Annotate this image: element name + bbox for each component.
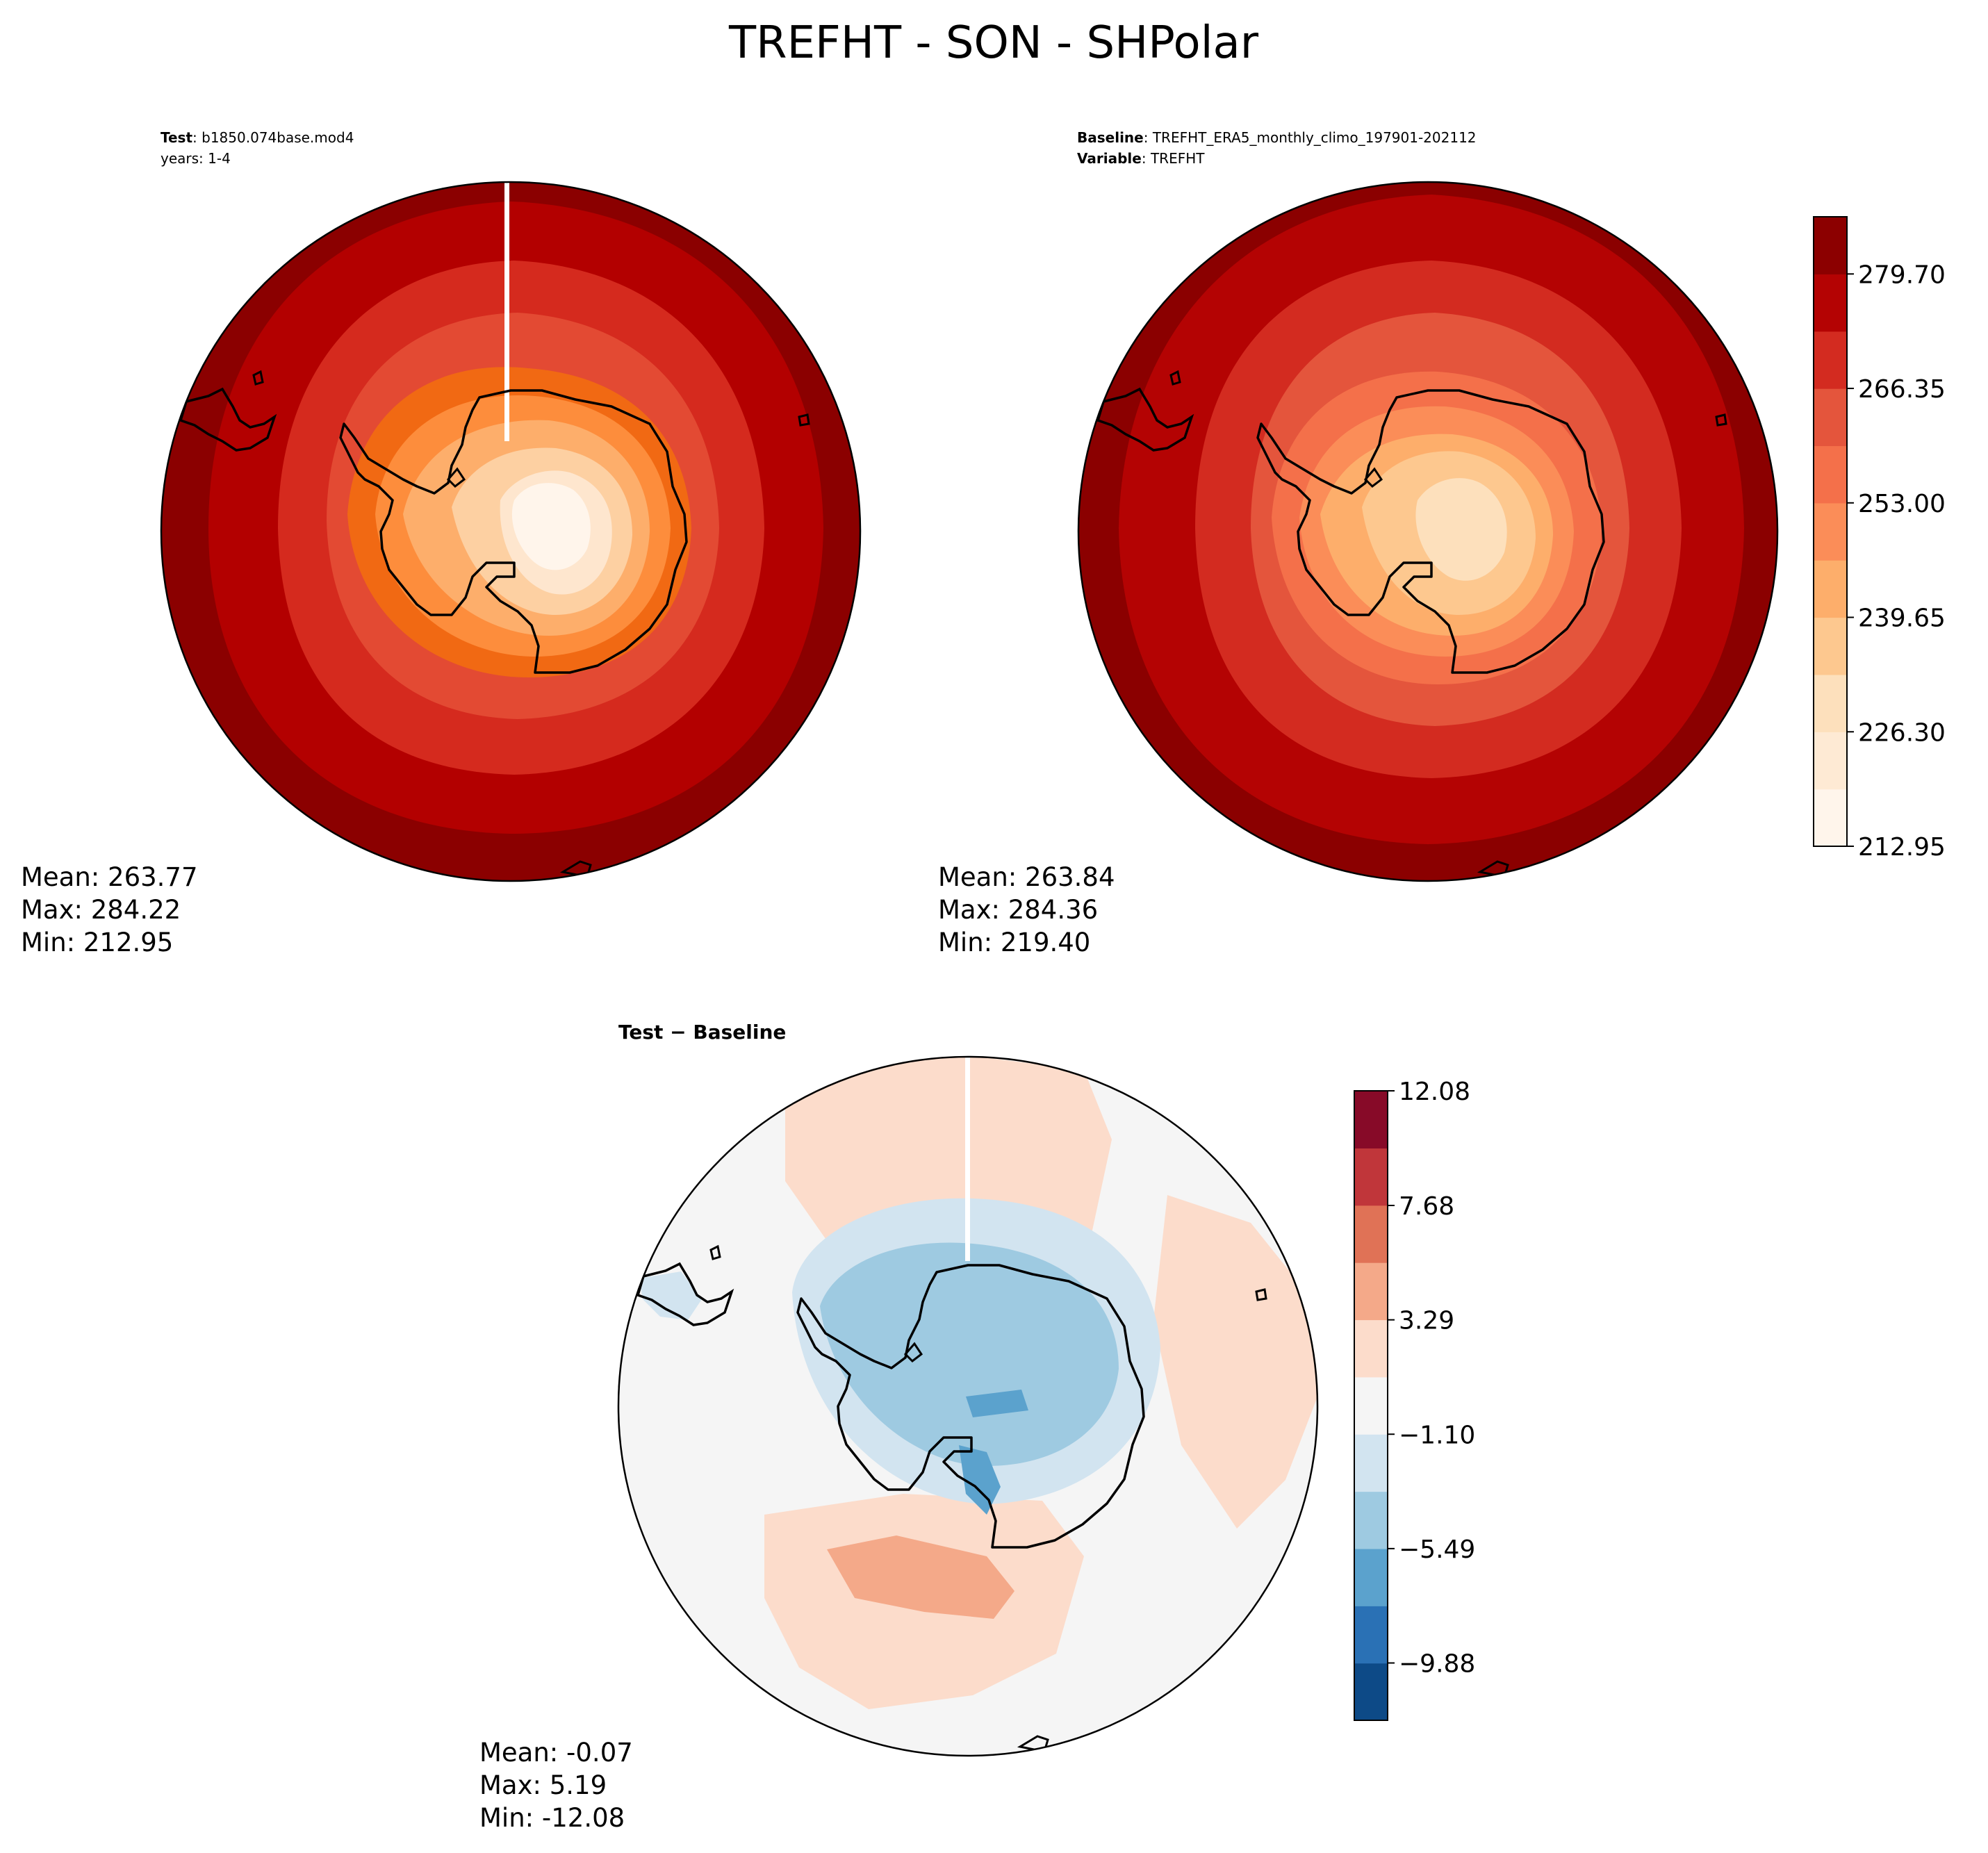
difference-colorbar: −9.88 −5.49 −1.10 3.29 7.68 12.08 bbox=[1354, 1078, 1475, 1721]
baseline-header-value: TREFHT_ERA5_monthly_climo_197901-202112 bbox=[1152, 129, 1477, 146]
test-header-value: b1850.074base.mod4 bbox=[202, 129, 354, 146]
difference-colorbar-level-6 bbox=[1354, 1319, 1388, 1378]
baseline-stat-min: Min: 219.40 bbox=[938, 928, 1090, 957]
difference-stat-max: Max: 5.19 bbox=[479, 1770, 607, 1800]
test-island-east bbox=[798, 413, 810, 427]
difference-warm-south-core bbox=[827, 1535, 1014, 1619]
difference-colorbar-level-1 bbox=[1354, 1606, 1388, 1664]
difference-cool-inner bbox=[820, 1242, 1119, 1466]
difference-colorbar-tick-label: 3.29 bbox=[1399, 1307, 1454, 1335]
difference-colorbar-level-2 bbox=[1354, 1548, 1388, 1606]
baseline-variable-value: TREFHT bbox=[1150, 150, 1205, 167]
difference-panel: Test − Baseline Mean: -0.07 Max: 5.19 Mi… bbox=[479, 1021, 1475, 1833]
difference-header: Test − Baseline bbox=[618, 1021, 786, 1044]
baseline-south-america-coastline bbox=[1096, 387, 1194, 452]
difference-ross-island bbox=[903, 1342, 923, 1362]
difference-colorbar-level-9 bbox=[1354, 1148, 1388, 1206]
difference-colorbar-tick-label: −5.49 bbox=[1399, 1535, 1475, 1564]
baseline-colorbar-level-1 bbox=[1814, 732, 1847, 790]
test-panel: Test: b1850.074base.mod4 years: 1-4 Mean… bbox=[21, 129, 862, 957]
difference-missing-meridian bbox=[965, 1057, 970, 1261]
baseline-band-9 bbox=[1415, 478, 1507, 581]
difference-warm-east bbox=[1153, 1195, 1317, 1529]
baseline-colorbar-level-3 bbox=[1814, 617, 1847, 675]
test-falklands bbox=[252, 370, 264, 386]
test-map-boundary bbox=[160, 181, 862, 882]
baseline-colorbar-level-0 bbox=[1814, 789, 1847, 847]
baseline-header-line2: Variable: TREFHT bbox=[1077, 150, 1205, 167]
test-band-10 bbox=[511, 483, 591, 570]
difference-south-america-coastline bbox=[636, 1262, 734, 1326]
baseline-island-east bbox=[1715, 413, 1727, 427]
difference-falklands bbox=[709, 1244, 721, 1260]
baseline-colorbar-tick-label: 226.30 bbox=[1858, 718, 1946, 747]
baseline-colorbar-frame bbox=[1813, 216, 1848, 847]
baseline-colorbar-level-6 bbox=[1814, 445, 1847, 504]
difference-cool-core-2 bbox=[966, 1390, 1028, 1417]
difference-colorbar-tick-label: 12.08 bbox=[1399, 1078, 1470, 1106]
difference-colorbar-level-8 bbox=[1354, 1205, 1388, 1263]
difference-colorbar-level-3 bbox=[1354, 1491, 1388, 1549]
difference-colorbar-frame bbox=[1354, 1090, 1388, 1721]
baseline-colorbar-level-2 bbox=[1814, 674, 1847, 732]
difference-cool-sa bbox=[639, 1271, 702, 1320]
difference-map bbox=[618, 1057, 1317, 1756]
baseline-header-label: Baseline bbox=[1077, 129, 1144, 146]
baseline-variable-label: Variable bbox=[1077, 150, 1142, 167]
difference-colorbar-tick-label: 7.68 bbox=[1399, 1192, 1454, 1221]
difference-island-east bbox=[1255, 1288, 1267, 1301]
baseline-colorbar-level-10 bbox=[1814, 217, 1847, 274]
baseline-stat-max: Max: 284.36 bbox=[938, 895, 1098, 925]
baseline-ross-island bbox=[1363, 467, 1383, 488]
test-ross-island bbox=[446, 467, 466, 488]
difference-map-boundary bbox=[617, 1055, 1319, 1757]
test-missing-meridian bbox=[504, 182, 509, 441]
baseline-colorbar-level-5 bbox=[1814, 502, 1847, 561]
difference-stat-min: Min: -12.08 bbox=[479, 1803, 625, 1833]
difference-colorbar-level-10 bbox=[1354, 1091, 1388, 1148]
test-map bbox=[161, 182, 860, 881]
baseline-colorbar-level-7 bbox=[1814, 388, 1847, 447]
baseline-falklands bbox=[1169, 370, 1181, 386]
baseline-antarctica-coastline bbox=[1256, 389, 1605, 674]
test-stat-min: Min: 212.95 bbox=[21, 928, 173, 957]
difference-colorbar-tick-label: −9.88 bbox=[1399, 1650, 1475, 1679]
baseline-colorbar-tick-label: 266.35 bbox=[1858, 375, 1946, 404]
difference-cool-core bbox=[959, 1445, 1001, 1515]
test-stat-mean: Mean: 263.77 bbox=[21, 862, 198, 892]
difference-antarctica-coastline bbox=[796, 1264, 1145, 1549]
baseline-colorbar-level-9 bbox=[1814, 274, 1847, 332]
test-header-line1: Test: b1850.074base.mod4 bbox=[161, 129, 354, 146]
difference-colorbar-tick-label: −1.10 bbox=[1399, 1421, 1475, 1449]
baseline-colorbar: 212.95 226.30 239.65 253.00 266.35 279.70 bbox=[1813, 216, 1946, 862]
difference-colorbar-level-0 bbox=[1354, 1663, 1388, 1721]
difference-colorbar-level-7 bbox=[1354, 1262, 1388, 1321]
baseline-colorbar-tick-label: 279.70 bbox=[1858, 261, 1946, 289]
baseline-colorbar-tick-label: 239.65 bbox=[1858, 604, 1946, 633]
difference-warm-north bbox=[785, 1057, 1112, 1251]
baseline-panel: Baseline: TREFHT_ERA5_monthly_climo_1979… bbox=[938, 129, 1946, 957]
baseline-colorbar-level-8 bbox=[1814, 331, 1847, 389]
difference-colorbar-level-4 bbox=[1354, 1434, 1388, 1492]
baseline-colorbar-tick-label: 253.00 bbox=[1858, 490, 1946, 518]
baseline-map bbox=[1078, 182, 1777, 881]
test-stat-max: Max: 284.22 bbox=[21, 895, 181, 925]
baseline-colorbar-tick-label: 212.95 bbox=[1858, 833, 1946, 862]
figure-title: TREFHT - SON - SHPolar bbox=[728, 17, 1259, 69]
baseline-stat-mean: Mean: 263.84 bbox=[938, 862, 1115, 892]
difference-stat-mean: Mean: -0.07 bbox=[479, 1738, 633, 1768]
test-south-america-coastline bbox=[179, 387, 277, 452]
baseline-map-boundary bbox=[1077, 181, 1779, 882]
test-header-line2: years: 1-4 bbox=[161, 150, 231, 167]
test-header-label: Test bbox=[161, 129, 192, 146]
test-antarctica-coastline bbox=[339, 389, 688, 674]
baseline-colorbar-level-4 bbox=[1814, 560, 1847, 618]
difference-colorbar-level-5 bbox=[1354, 1376, 1388, 1435]
baseline-header-line1: Baseline: TREFHT_ERA5_monthly_climo_1979… bbox=[1077, 129, 1477, 146]
